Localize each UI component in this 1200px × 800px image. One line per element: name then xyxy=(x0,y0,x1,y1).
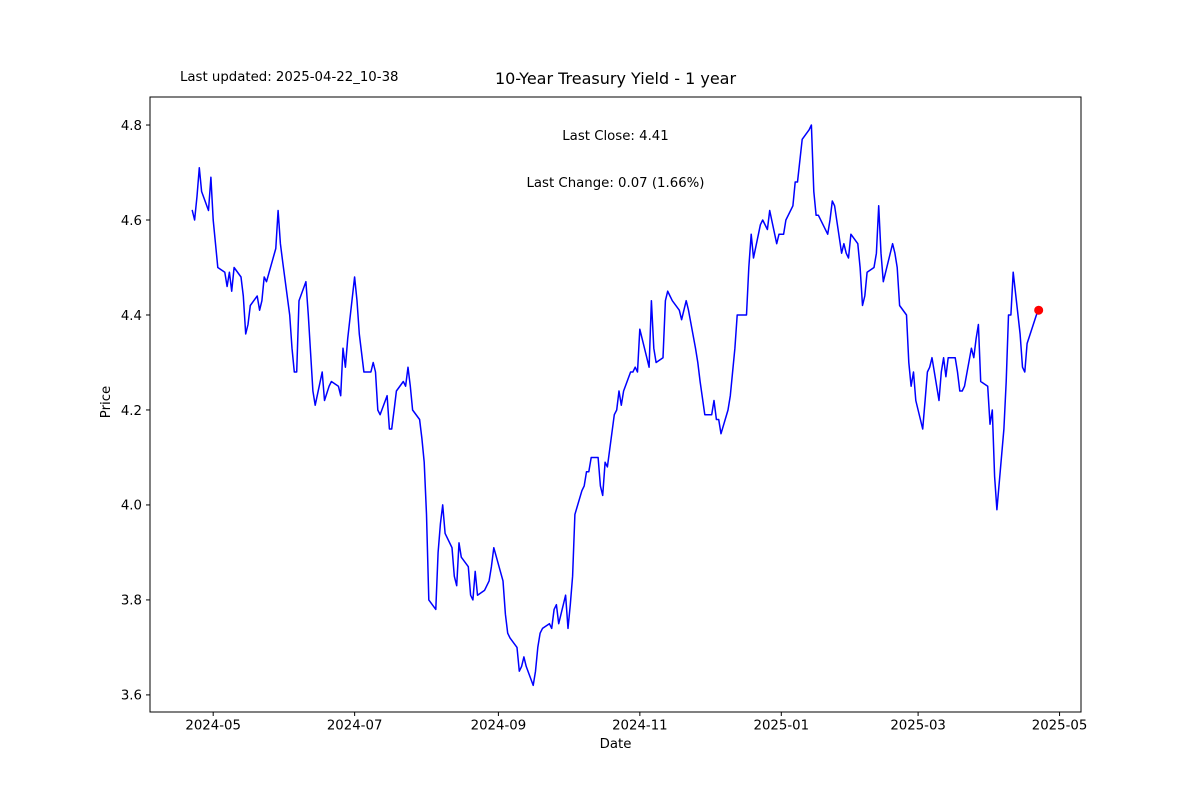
plot-border xyxy=(149,96,1082,713)
x-tick-label: 2025-05 xyxy=(1032,719,1088,734)
x-tick-label: 2024-07 xyxy=(327,719,383,734)
last-close-text: Last Close: 4.41 xyxy=(562,129,669,144)
y-axis-label: Price xyxy=(99,385,114,419)
x-tick-label: 2024-09 xyxy=(471,719,527,734)
y-tick-label: 4.0 xyxy=(121,499,142,514)
last-updated-text: Last updated: 2025-04-22_10-38 xyxy=(180,70,399,85)
last-price-marker xyxy=(1034,305,1044,315)
chart-subtitle: Last Close: 4.41 Last Change: 0.07 (1.66… xyxy=(150,98,1081,222)
price-line xyxy=(191,124,1040,687)
y-tick-label: 4.6 xyxy=(121,214,142,229)
y-tick-label: 4.8 xyxy=(121,119,142,134)
y-tick-label: 4.2 xyxy=(121,404,142,419)
x-tick-label: 2025-01 xyxy=(754,719,810,734)
x-axis-label: Date xyxy=(599,737,632,752)
chart-title: 10-Year Treasury Yield - 1 year xyxy=(494,69,737,88)
last-change-text: Last Change: 0.07 (1.66%) xyxy=(526,175,705,191)
x-tick-label: 2024-11 xyxy=(612,719,668,734)
y-tick-label: 4.4 xyxy=(121,309,142,324)
x-tick-label: 2025-03 xyxy=(890,719,946,734)
y-tick-label: 3.6 xyxy=(121,689,142,704)
x-tick-label: 2024-05 xyxy=(185,719,241,734)
y-tick-label: 3.8 xyxy=(121,594,142,609)
